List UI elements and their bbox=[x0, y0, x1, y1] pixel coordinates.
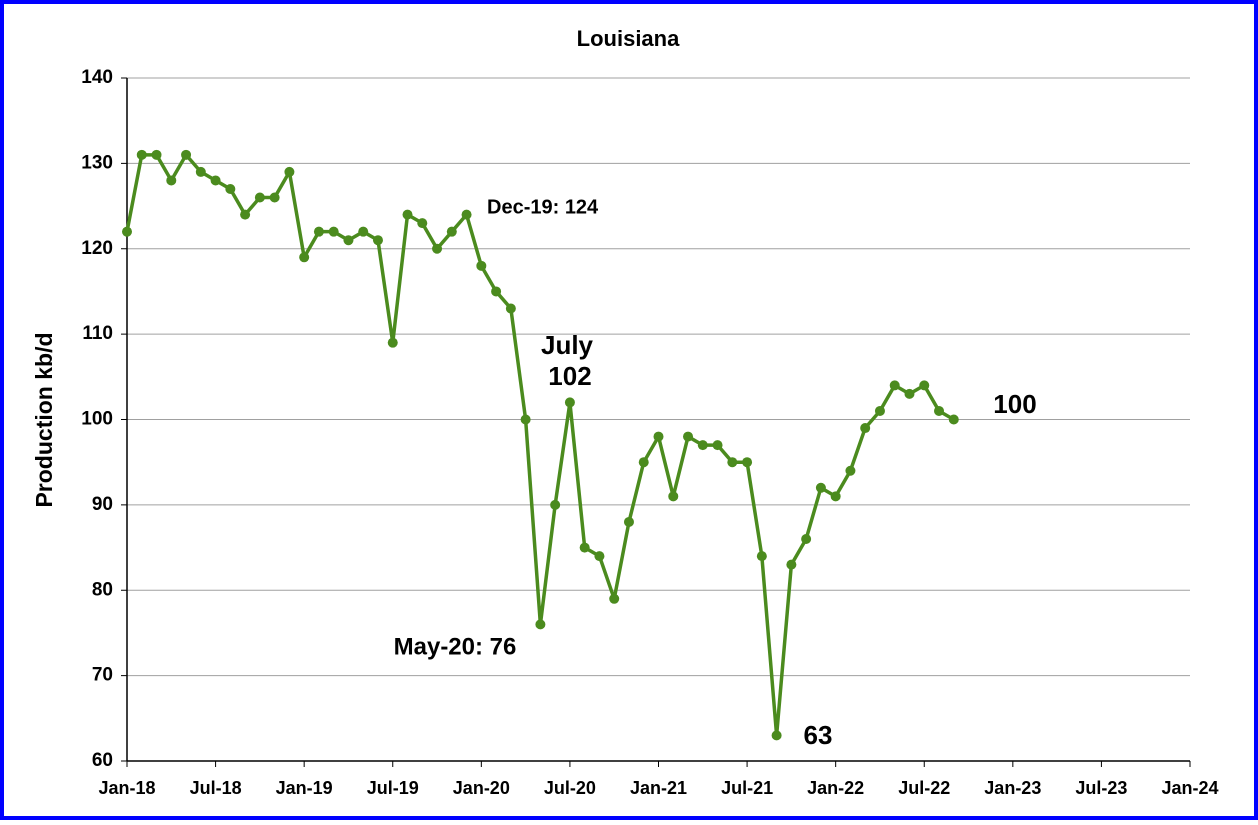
y-tick-label: 140 bbox=[81, 67, 113, 88]
data-point bbox=[712, 440, 723, 451]
data-point bbox=[313, 226, 324, 237]
chart-title: Louisiana bbox=[577, 26, 680, 51]
annotation: May-20: 76 bbox=[394, 633, 517, 660]
data-point bbox=[166, 175, 177, 186]
x-tick-label: Jul-18 bbox=[190, 778, 242, 798]
y-tick-label: 60 bbox=[92, 750, 113, 771]
data-point bbox=[594, 551, 605, 562]
annotation: 102 bbox=[548, 361, 591, 391]
data-point bbox=[697, 440, 708, 451]
data-point bbox=[387, 337, 398, 348]
data-point bbox=[417, 218, 428, 229]
data-point bbox=[343, 235, 354, 246]
data-point bbox=[476, 260, 487, 271]
x-tick-label: Jul-20 bbox=[544, 778, 596, 798]
data-point bbox=[668, 491, 679, 502]
y-axis-label: Production kb/d bbox=[31, 332, 57, 507]
data-point bbox=[358, 226, 369, 237]
x-tick-label: Jan-21 bbox=[630, 778, 687, 798]
data-point bbox=[254, 192, 265, 203]
data-point bbox=[122, 226, 132, 237]
data-point bbox=[889, 380, 900, 391]
data-point bbox=[240, 209, 251, 220]
data-point bbox=[934, 405, 945, 416]
x-tick-label: Jan-18 bbox=[98, 778, 155, 798]
y-tick-label: 70 bbox=[92, 665, 113, 686]
data-point bbox=[801, 534, 812, 545]
data-point bbox=[771, 730, 782, 741]
x-tick-label: Jan-24 bbox=[1161, 778, 1218, 798]
annotation: 63 bbox=[804, 720, 833, 750]
y-tick-label: 90 bbox=[92, 494, 113, 515]
data-point bbox=[874, 405, 885, 416]
data-point bbox=[609, 593, 620, 604]
data-point bbox=[491, 286, 502, 297]
data-point bbox=[328, 226, 339, 237]
data-point bbox=[623, 516, 634, 527]
data-point bbox=[742, 457, 753, 468]
data-point bbox=[299, 252, 310, 263]
data-point bbox=[638, 457, 649, 468]
data-point bbox=[372, 235, 383, 246]
data-point bbox=[284, 166, 295, 177]
data-point bbox=[564, 397, 575, 408]
x-tick-label: Jan-23 bbox=[984, 778, 1041, 798]
y-tick-label: 80 bbox=[92, 579, 113, 600]
data-point bbox=[579, 542, 590, 553]
y-tick-label: 100 bbox=[81, 409, 113, 430]
data-point bbox=[786, 559, 797, 570]
data-point bbox=[535, 619, 546, 630]
data-point bbox=[948, 414, 959, 425]
data-point bbox=[151, 149, 162, 160]
data-point bbox=[727, 457, 738, 468]
y-tick-label: 110 bbox=[82, 323, 113, 344]
data-point bbox=[653, 431, 664, 442]
data-point bbox=[461, 209, 472, 220]
x-tick-label: Jan-20 bbox=[453, 778, 510, 798]
y-tick-label: 130 bbox=[81, 152, 113, 173]
data-point bbox=[210, 175, 221, 186]
x-tick-label: Jul-22 bbox=[898, 778, 950, 798]
x-tick-label: Jul-21 bbox=[721, 778, 773, 798]
x-tick-label: Jul-19 bbox=[367, 778, 419, 798]
data-point bbox=[195, 166, 206, 177]
data-point bbox=[904, 388, 915, 399]
data-point bbox=[225, 183, 236, 194]
data-point bbox=[136, 149, 147, 160]
x-tick-label: Jul-23 bbox=[1075, 778, 1127, 798]
annotation: 100 bbox=[993, 389, 1036, 419]
x-tick-label: Jan-19 bbox=[276, 778, 333, 798]
data-point bbox=[830, 491, 841, 502]
data-point bbox=[860, 423, 871, 434]
y-tick-label: 120 bbox=[81, 238, 113, 259]
data-point bbox=[919, 380, 930, 391]
data-point bbox=[432, 243, 443, 254]
data-point bbox=[683, 431, 694, 442]
x-tick-label: Jan-22 bbox=[807, 778, 864, 798]
data-point bbox=[505, 303, 516, 314]
data-point bbox=[520, 414, 531, 425]
data-point bbox=[756, 551, 767, 562]
data-point bbox=[845, 465, 856, 476]
annotation: July bbox=[541, 330, 594, 360]
data-point bbox=[446, 226, 457, 237]
annotation: Dec-19: 124 bbox=[487, 196, 599, 218]
data-point bbox=[402, 209, 413, 220]
data-point bbox=[550, 499, 561, 510]
data-point bbox=[815, 482, 826, 493]
data-point bbox=[269, 192, 280, 203]
data-point bbox=[181, 149, 192, 160]
